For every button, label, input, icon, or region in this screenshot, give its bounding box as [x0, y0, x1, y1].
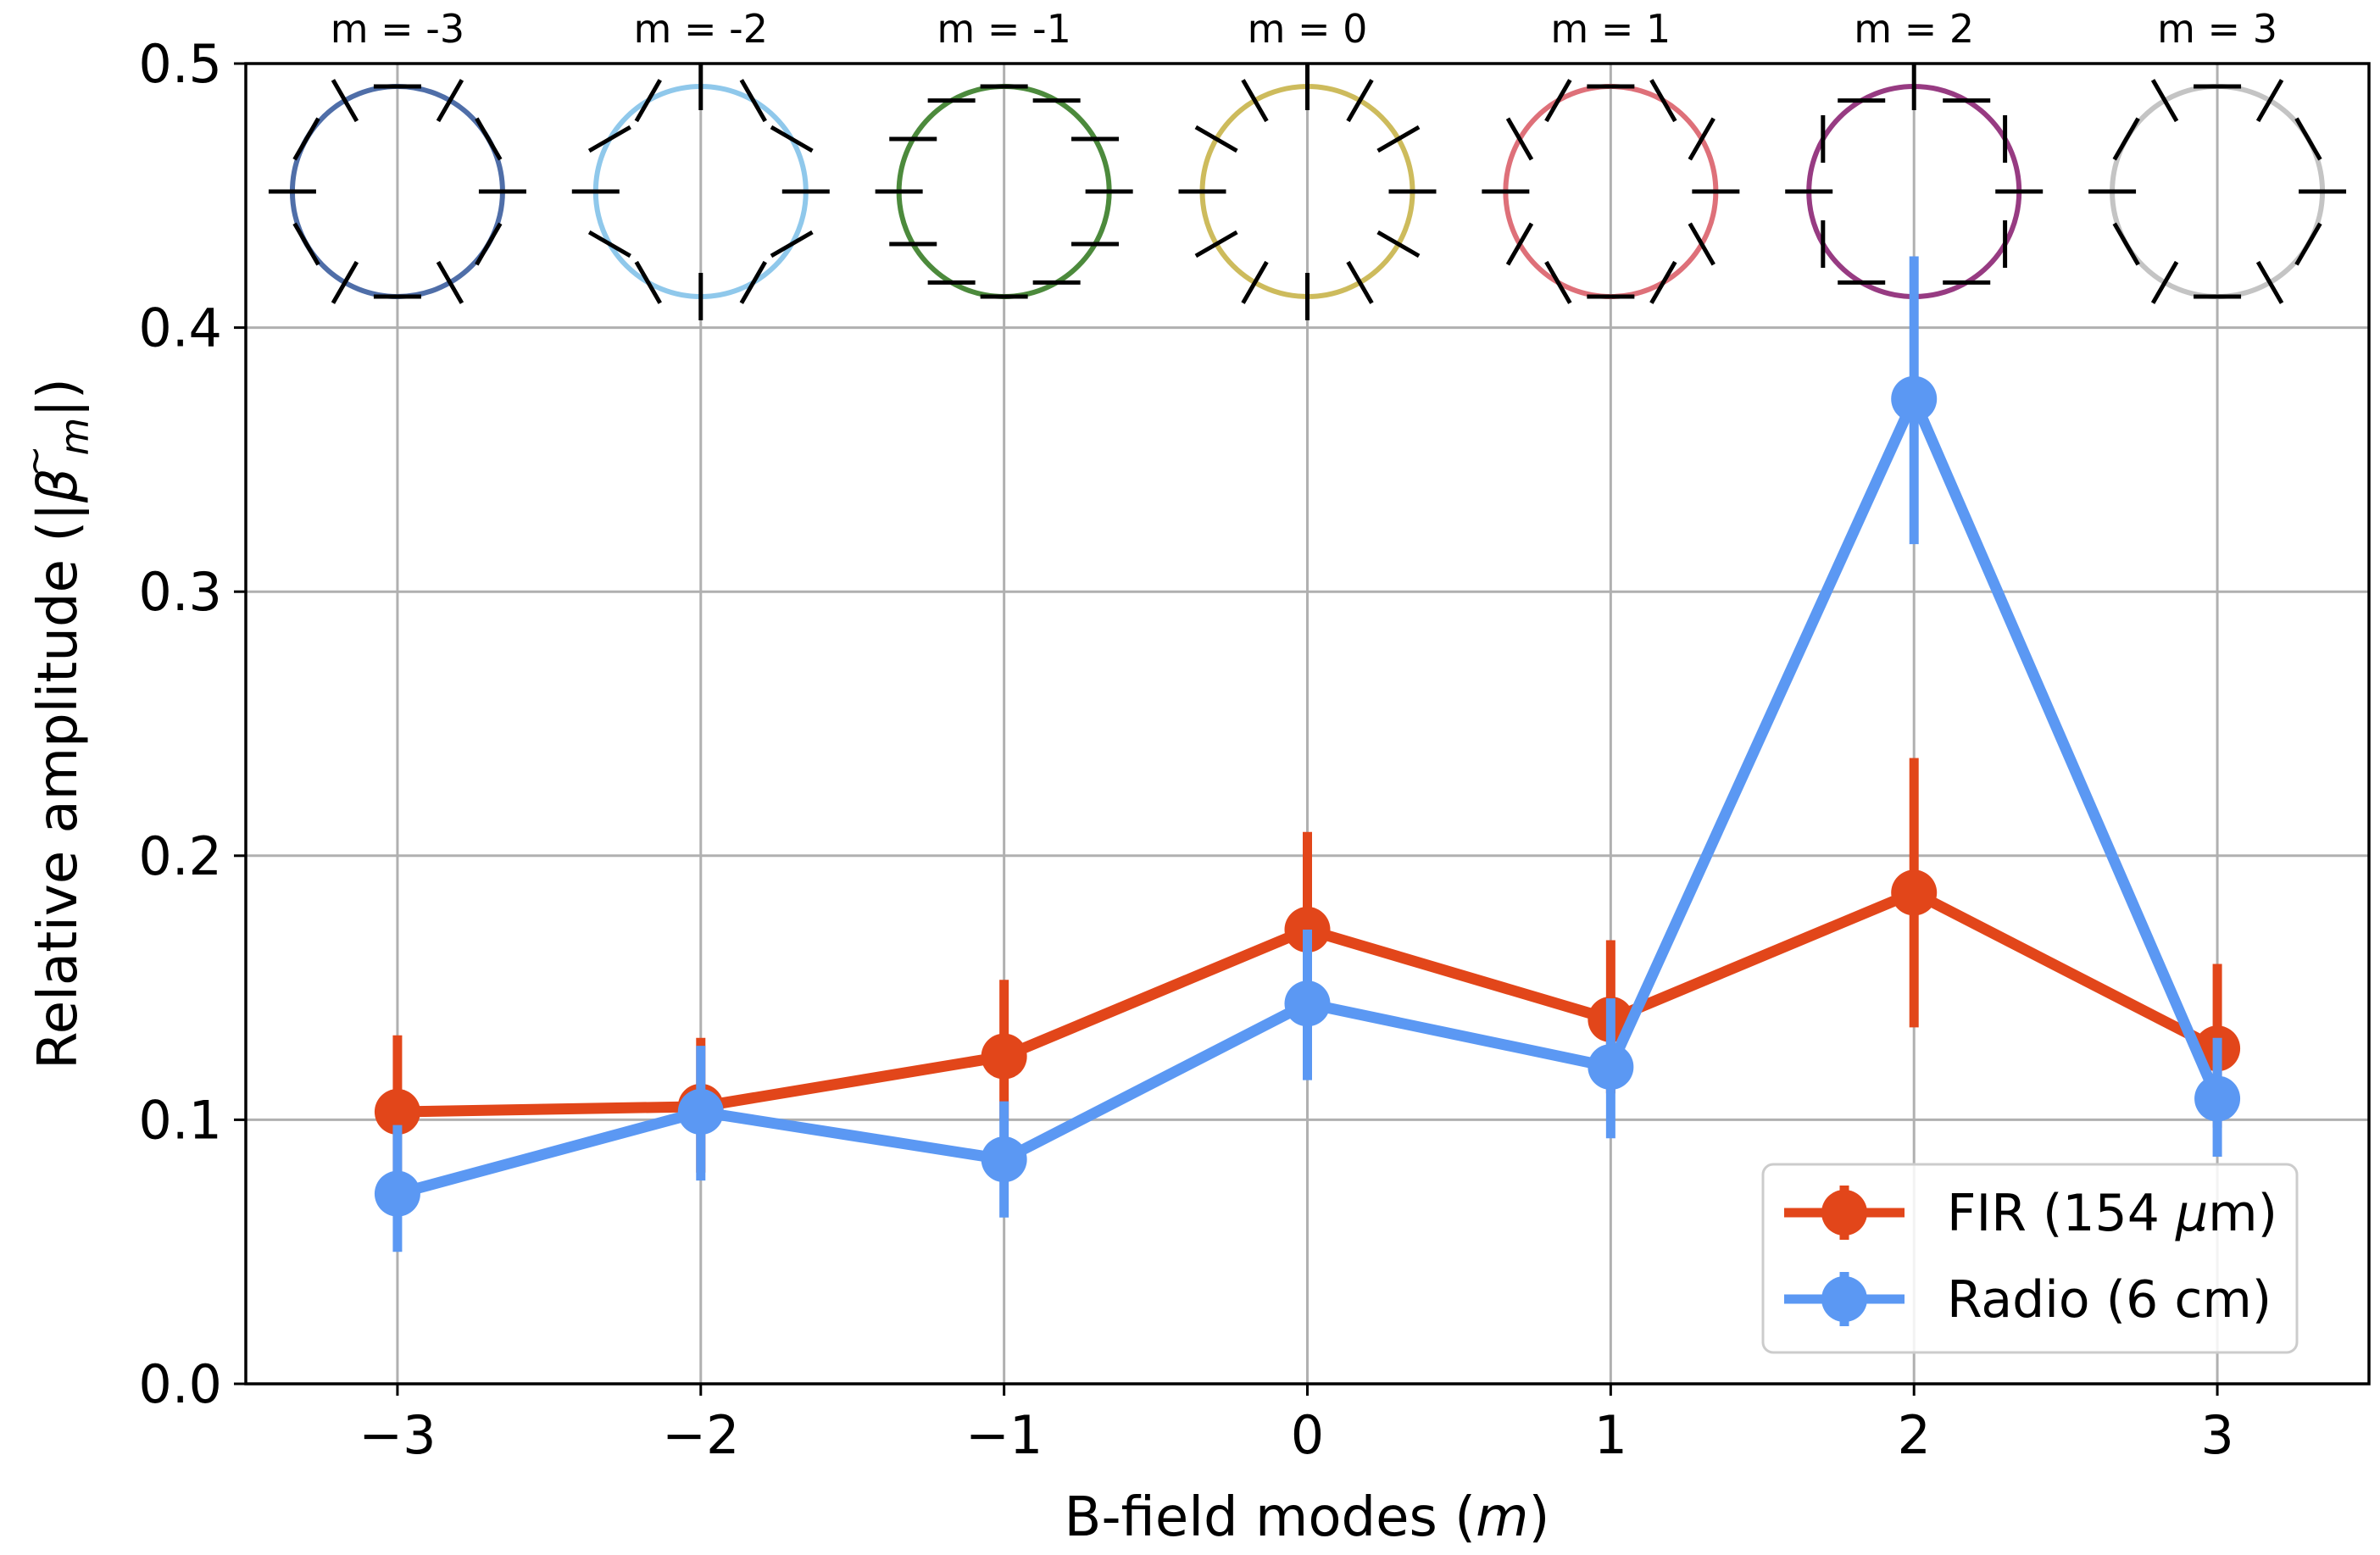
legend-label-fir: FIR (154 μm): [1947, 1184, 2277, 1243]
y-axis-label-sub: m: [52, 418, 97, 456]
field-vector: [475, 222, 503, 266]
x-tick-label: 3: [2200, 1404, 2233, 1466]
y-tick-label: 0.0: [138, 1353, 222, 1415]
field-vector: [1505, 222, 1534, 266]
x-tick-label: 2: [1897, 1404, 1930, 1466]
mode-label: m = 3: [2157, 6, 2277, 52]
y-axis-label-close: |): [27, 378, 90, 418]
x-tick-label: −2: [662, 1404, 739, 1466]
y-tick-label: 0.2: [138, 825, 222, 887]
field-vector: [436, 260, 464, 304]
field-vector: [1688, 222, 1715, 266]
y-tick-label: 0.1: [138, 1089, 222, 1151]
legend-label-radio: Radio (6 cm): [1947, 1270, 2272, 1330]
tick-layer: −3 −2 −1 0 1 2 3 0.0 0.1 0.2 0.3 0.4 0.5: [138, 33, 2233, 1466]
x-tick-label: −1: [965, 1404, 1043, 1466]
x-tick-label: −3: [359, 1404, 436, 1466]
series-radio: [374, 256, 2241, 1252]
y-tick-label: 0.3: [138, 561, 222, 623]
mode-label: m = 2: [1854, 6, 1974, 52]
field-vector: [2255, 260, 2284, 304]
y-tick-label: 0.4: [138, 297, 222, 359]
mode-label: m = -3: [331, 6, 464, 52]
x-tick-label: 1: [1594, 1404, 1627, 1466]
field-vector: [2112, 117, 2140, 161]
field-vector: [1376, 230, 1421, 258]
field-vector: [292, 222, 320, 266]
mode-inset: m = 0: [1178, 6, 1437, 320]
field-vector: [1376, 125, 1421, 153]
field-vector: [1649, 79, 1677, 123]
field-vector: [634, 79, 662, 123]
field-vector: [587, 230, 631, 258]
data-point: [374, 1170, 420, 1217]
field-vector: [770, 230, 814, 258]
y-axis-label-beta: β: [27, 468, 90, 503]
data-point: [1588, 1044, 1634, 1091]
x-axis-label-suffix: ): [1528, 1486, 1549, 1549]
legend-label-fir-prefix: FIR (154: [1947, 1184, 2176, 1243]
x-axis-label-prefix: B-field modes (: [1065, 1486, 1476, 1549]
mode-inset: m = 1: [1482, 6, 1740, 304]
field-vector: [739, 260, 767, 304]
data-point: [1891, 869, 1938, 916]
field-vector: [634, 260, 662, 304]
mode-inset-layer: m = -3 m = -2 m = -1 m = 0 m = 1 m = 2 m = 3: [268, 6, 2347, 320]
legend: FIR (154 μm) Radio (6 cm): [1761, 1163, 2299, 1354]
field-vector: [1194, 125, 1238, 153]
field-vector: [1505, 117, 1534, 161]
mode-label: m = 0: [1248, 6, 1368, 52]
y-tick-label: 0.5: [138, 33, 222, 95]
data-point: [2194, 1075, 2241, 1122]
x-tick-label: 0: [1291, 1404, 1324, 1466]
data-point: [981, 1033, 1027, 1080]
mode-inset: m = -1: [875, 6, 1133, 299]
field-vector: [2112, 222, 2140, 266]
field-vector: [770, 125, 814, 153]
x-axis-label-var: m: [1476, 1486, 1528, 1549]
data-point: [1284, 980, 1331, 1027]
field-vector: [292, 117, 320, 161]
field-vector: [331, 79, 359, 123]
field-vector: [1241, 260, 1269, 304]
field-vector: [1649, 260, 1677, 304]
x-axis-label: B-field modes (m): [1065, 1486, 1550, 1549]
mode-label: m = -1: [937, 6, 1070, 52]
field-vector: [1346, 79, 1374, 123]
y-axis-label-text: Relative amplitude (|: [27, 503, 90, 1069]
legend-label-fir-greek: μ: [2175, 1184, 2208, 1243]
data-point: [374, 1089, 420, 1136]
legend-marker-radio: [1821, 1276, 1867, 1322]
data-point: [981, 1136, 1027, 1183]
field-vector: [436, 79, 464, 123]
field-vector: [1194, 230, 1238, 258]
data-point: [1891, 375, 1938, 422]
field-vector: [2255, 79, 2284, 123]
legend-label-fir-suffix: m): [2208, 1184, 2277, 1243]
field-vector: [2150, 79, 2179, 123]
field-vector: [2150, 260, 2179, 304]
y-axis-label: Relative amplitude (|β~m|): [14, 378, 97, 1069]
field-vector: [475, 117, 503, 161]
mode-inset: m = -3: [268, 6, 526, 304]
field-vector: [1241, 79, 1269, 123]
mode-inset: m = -2: [571, 6, 830, 320]
series-layer: [374, 256, 2241, 1252]
mode-inset: m = 3: [2088, 6, 2347, 304]
field-vector: [739, 79, 767, 123]
legend-marker-fir: [1821, 1190, 1867, 1236]
field-vector: [1544, 79, 1572, 123]
data-point: [677, 1089, 724, 1136]
field-vector: [1688, 117, 1715, 161]
field-vector: [2294, 117, 2322, 161]
field-vector: [2294, 222, 2322, 266]
field-vector: [1346, 260, 1374, 304]
mode-label: m = -2: [634, 6, 768, 52]
y-axis-label-tilde: ~: [14, 445, 57, 476]
field-vector: [331, 260, 359, 304]
field-vector: [1544, 260, 1572, 304]
field-vector: [587, 125, 631, 153]
mode-label: m = 1: [1550, 6, 1671, 52]
